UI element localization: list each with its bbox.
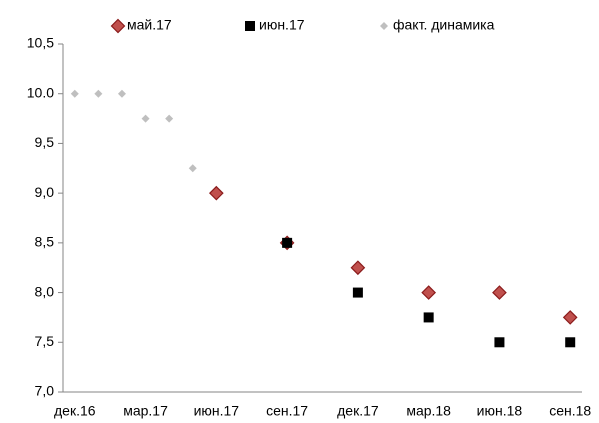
marker-small-diamond — [70, 89, 79, 98]
legend-marker — [380, 22, 388, 30]
y-tick-label: 8,0 — [35, 283, 55, 299]
y-tick-label: 7,0 — [35, 383, 55, 399]
marker-square — [565, 337, 576, 348]
marker-diamond — [421, 285, 437, 300]
marker-square — [494, 337, 505, 348]
marker-square — [352, 287, 363, 298]
marker-small-diamond — [165, 114, 174, 123]
marker-diamond — [350, 260, 366, 276]
x-tick-label: июн.17 — [194, 403, 240, 419]
legend-marker — [110, 18, 126, 34]
marker-small-diamond — [141, 114, 150, 123]
x-tick-label: дек.17 — [337, 403, 379, 419]
y-tick-label: 8,5 — [35, 234, 55, 250]
x-tick-label: сен.17 — [266, 403, 308, 419]
y-tick-label: 9,5 — [35, 134, 55, 150]
x-tick-label: июн.18 — [477, 403, 523, 419]
marker-diamond — [492, 285, 507, 300]
x-tick-label: дек.16 — [54, 403, 96, 419]
y-tick-label: 10,5 — [27, 35, 54, 51]
legend-marker — [245, 21, 255, 31]
marker-small-diamond — [188, 164, 197, 173]
y-tick-label: 7,5 — [35, 333, 55, 349]
y-tick-label: 9,0 — [35, 184, 55, 200]
marker-small-diamond — [117, 89, 126, 98]
legend-label: май.17 — [127, 17, 172, 33]
marker-diamond — [208, 185, 224, 201]
x-tick-label: сен.18 — [549, 403, 591, 419]
marker-small-diamond — [94, 89, 103, 98]
y-tick-label: 10.0 — [27, 84, 54, 100]
x-tick-label: мар.17 — [123, 403, 168, 419]
marker-diamond — [562, 310, 578, 325]
marker-square — [423, 312, 434, 323]
x-tick-label: мар.18 — [406, 403, 451, 419]
legend-label: факт. динамика — [393, 17, 495, 33]
marker-square — [282, 237, 293, 248]
legend-label: июн.17 — [259, 17, 305, 33]
